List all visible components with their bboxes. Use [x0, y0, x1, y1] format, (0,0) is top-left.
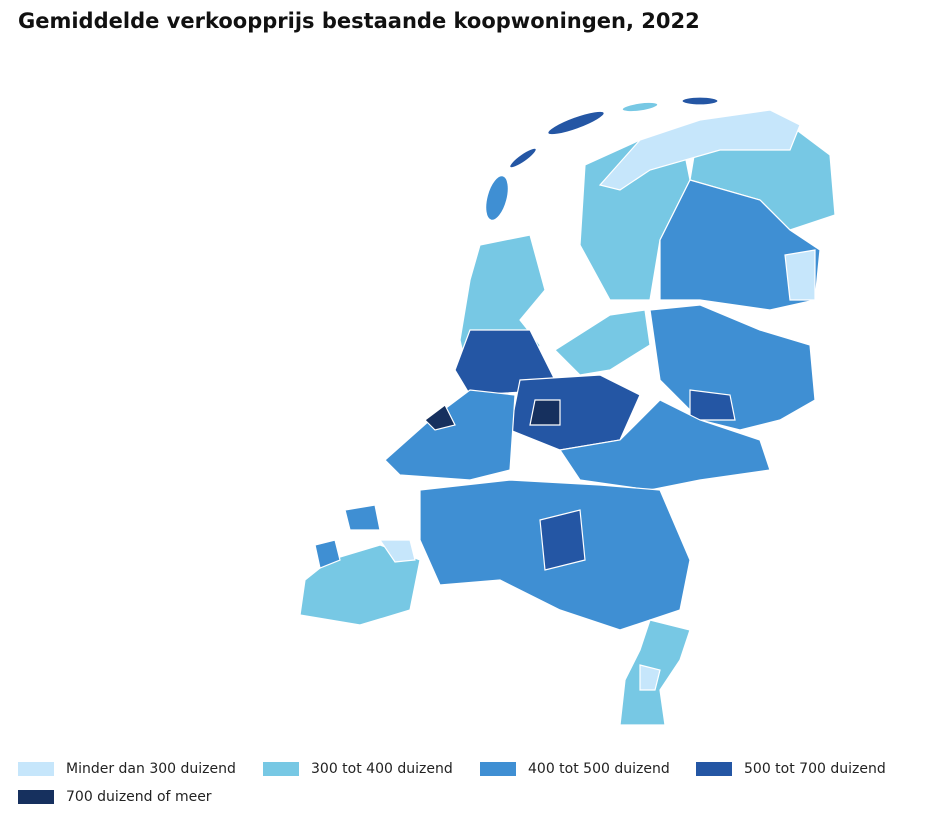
legend-swatch [18, 762, 54, 776]
legend-label: 500 tot 700 duizend [744, 761, 886, 777]
region [344, 504, 381, 531]
legend-label: 300 tot 400 duizend [311, 761, 453, 777]
legend-label: 400 tot 500 duizend [528, 761, 670, 777]
region [598, 109, 801, 191]
region [485, 175, 509, 221]
region [509, 147, 537, 169]
region [314, 539, 341, 569]
legend-swatch [18, 790, 54, 804]
legend-swatch [696, 762, 732, 776]
legend: Minder dan 300 duizend 300 tot 400 duizen… [18, 761, 886, 805]
region [384, 389, 516, 481]
legend-swatch [480, 762, 516, 776]
region [547, 110, 605, 136]
region [681, 96, 719, 106]
region [659, 179, 821, 311]
region [621, 101, 659, 113]
region [378, 539, 416, 563]
region [639, 664, 661, 691]
legend-label: Minder dan 300 duizend [66, 761, 236, 777]
legend-label: 700 duizend of meer [66, 789, 212, 805]
region [558, 399, 771, 491]
legend-swatch [263, 762, 299, 776]
region [554, 309, 651, 376]
map [299, 96, 836, 726]
region [529, 399, 561, 426]
region [539, 509, 586, 571]
map-title: Gemiddelde verkoopprijs bestaande koopwo… [18, 9, 700, 33]
region [424, 404, 456, 431]
region [784, 249, 816, 301]
region [689, 389, 736, 421]
